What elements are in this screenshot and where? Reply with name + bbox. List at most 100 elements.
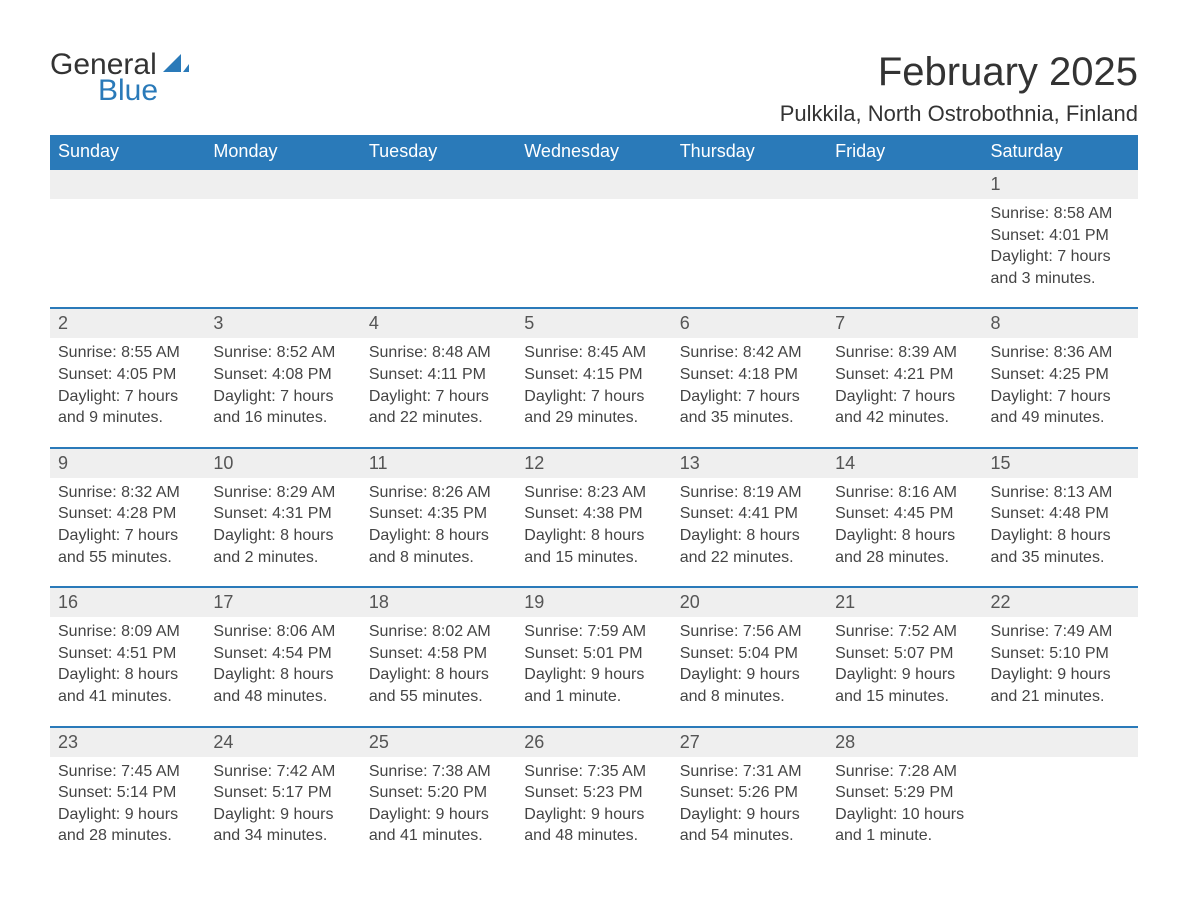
daylight-text: Daylight: 8 hours and 22 minutes. [680, 525, 819, 568]
daylight-text: Daylight: 9 hours and 54 minutes. [680, 804, 819, 847]
day-body-row: Sunrise: 8:09 AMSunset: 4:51 PMDaylight:… [50, 617, 1138, 726]
day-detail-cell: Sunrise: 7:52 AMSunset: 5:07 PMDaylight:… [827, 617, 982, 726]
calendar-page: General Blue February 2025 Pulkkila, Nor… [0, 0, 1188, 905]
day-detail-cell: Sunrise: 7:59 AMSunset: 5:01 PMDaylight:… [516, 617, 671, 726]
sunrise-text: Sunrise: 8:29 AM [213, 482, 352, 504]
daylight-text: Daylight: 7 hours and 9 minutes. [58, 386, 197, 429]
day-detail-cell: Sunrise: 7:45 AMSunset: 5:14 PMDaylight:… [50, 757, 205, 865]
sunset-text: Sunset: 4:35 PM [369, 503, 508, 525]
sunset-text: Sunset: 4:58 PM [369, 643, 508, 665]
day-detail-cell: Sunrise: 7:31 AMSunset: 5:26 PMDaylight:… [672, 757, 827, 865]
day-number-cell: 1 [983, 169, 1138, 199]
daylight-text: Daylight: 8 hours and 28 minutes. [835, 525, 974, 568]
sunrise-text: Sunrise: 8:26 AM [369, 482, 508, 504]
day-number-cell: 11 [361, 448, 516, 478]
day-detail-cell: Sunrise: 8:23 AMSunset: 4:38 PMDaylight:… [516, 478, 671, 587]
sunrise-text: Sunrise: 7:38 AM [369, 761, 508, 783]
day-number-cell: 4 [361, 308, 516, 338]
sunset-text: Sunset: 5:20 PM [369, 782, 508, 804]
weekday-header: Friday [827, 135, 982, 169]
day-number-cell: 13 [672, 448, 827, 478]
sunrise-text: Sunrise: 7:56 AM [680, 621, 819, 643]
sunset-text: Sunset: 5:07 PM [835, 643, 974, 665]
day-number-cell: 10 [205, 448, 360, 478]
day-number-cell: 12 [516, 448, 671, 478]
sunset-text: Sunset: 4:05 PM [58, 364, 197, 386]
sunrise-text: Sunrise: 8:48 AM [369, 342, 508, 364]
day-body-row: Sunrise: 7:45 AMSunset: 5:14 PMDaylight:… [50, 757, 1138, 865]
day-detail-cell: Sunrise: 8:42 AMSunset: 4:18 PMDaylight:… [672, 338, 827, 447]
day-number-row: 2345678 [50, 308, 1138, 338]
day-number-cell: 15 [983, 448, 1138, 478]
day-detail-cell: Sunrise: 8:29 AMSunset: 4:31 PMDaylight:… [205, 478, 360, 587]
day-body-row: Sunrise: 8:58 AMSunset: 4:01 PMDaylight:… [50, 199, 1138, 308]
sunrise-text: Sunrise: 8:09 AM [58, 621, 197, 643]
day-detail-cell: Sunrise: 8:52 AMSunset: 4:08 PMDaylight:… [205, 338, 360, 447]
sunset-text: Sunset: 5:14 PM [58, 782, 197, 804]
sunset-text: Sunset: 4:21 PM [835, 364, 974, 386]
sunset-text: Sunset: 4:51 PM [58, 643, 197, 665]
sunrise-text: Sunrise: 8:06 AM [213, 621, 352, 643]
day-number-cell [672, 169, 827, 199]
sunset-text: Sunset: 5:26 PM [680, 782, 819, 804]
daylight-text: Daylight: 8 hours and 55 minutes. [369, 664, 508, 707]
daylight-text: Daylight: 9 hours and 28 minutes. [58, 804, 197, 847]
day-detail-cell: Sunrise: 8:48 AMSunset: 4:11 PMDaylight:… [361, 338, 516, 447]
day-number-cell: 23 [50, 727, 205, 757]
day-number-cell: 19 [516, 587, 671, 617]
sunset-text: Sunset: 5:23 PM [524, 782, 663, 804]
day-detail-cell: Sunrise: 8:26 AMSunset: 4:35 PMDaylight:… [361, 478, 516, 587]
day-detail-cell: Sunrise: 7:42 AMSunset: 5:17 PMDaylight:… [205, 757, 360, 865]
day-number-cell: 22 [983, 587, 1138, 617]
sunset-text: Sunset: 4:54 PM [213, 643, 352, 665]
daylight-text: Daylight: 8 hours and 35 minutes. [991, 525, 1130, 568]
day-detail-cell: Sunrise: 8:45 AMSunset: 4:15 PMDaylight:… [516, 338, 671, 447]
day-detail-cell: Sunrise: 8:32 AMSunset: 4:28 PMDaylight:… [50, 478, 205, 587]
day-number-cell: 28 [827, 727, 982, 757]
day-number-cell: 7 [827, 308, 982, 338]
weekday-header-row: Sunday Monday Tuesday Wednesday Thursday… [50, 135, 1138, 169]
sunrise-text: Sunrise: 8:42 AM [680, 342, 819, 364]
day-detail-cell: Sunrise: 8:58 AMSunset: 4:01 PMDaylight:… [983, 199, 1138, 308]
day-detail-cell: Sunrise: 8:39 AMSunset: 4:21 PMDaylight:… [827, 338, 982, 447]
sunset-text: Sunset: 4:31 PM [213, 503, 352, 525]
day-number-row: 1 [50, 169, 1138, 199]
day-number-cell: 20 [672, 587, 827, 617]
daylight-text: Daylight: 7 hours and 42 minutes. [835, 386, 974, 429]
sunrise-text: Sunrise: 8:23 AM [524, 482, 663, 504]
day-detail-cell [205, 199, 360, 308]
day-number-cell: 24 [205, 727, 360, 757]
day-number-cell: 3 [205, 308, 360, 338]
sunset-text: Sunset: 4:08 PM [213, 364, 352, 386]
sunrise-text: Sunrise: 7:59 AM [524, 621, 663, 643]
sunrise-text: Sunrise: 8:58 AM [991, 203, 1130, 225]
sunset-text: Sunset: 4:01 PM [991, 225, 1130, 247]
sunrise-text: Sunrise: 8:02 AM [369, 621, 508, 643]
weekday-header: Saturday [983, 135, 1138, 169]
weekday-header: Tuesday [361, 135, 516, 169]
weekday-header: Wednesday [516, 135, 671, 169]
day-detail-cell [361, 199, 516, 308]
day-number-cell [983, 727, 1138, 757]
sunset-text: Sunset: 5:17 PM [213, 782, 352, 804]
day-detail-cell [827, 199, 982, 308]
sunrise-text: Sunrise: 7:49 AM [991, 621, 1130, 643]
day-number-cell: 25 [361, 727, 516, 757]
daylight-text: Daylight: 8 hours and 8 minutes. [369, 525, 508, 568]
day-number-cell: 16 [50, 587, 205, 617]
weekday-header: Sunday [50, 135, 205, 169]
sunrise-text: Sunrise: 7:31 AM [680, 761, 819, 783]
calendar-table: Sunday Monday Tuesday Wednesday Thursday… [50, 135, 1138, 865]
day-number-cell [50, 169, 205, 199]
day-detail-cell [983, 757, 1138, 865]
calendar-body: 1 Sunrise: 8:58 AMSunset: 4:01 PMDayligh… [50, 169, 1138, 865]
day-detail-cell: Sunrise: 7:38 AMSunset: 5:20 PMDaylight:… [361, 757, 516, 865]
day-number-cell [516, 169, 671, 199]
day-number-cell: 17 [205, 587, 360, 617]
daylight-text: Daylight: 8 hours and 41 minutes. [58, 664, 197, 707]
daylight-text: Daylight: 7 hours and 49 minutes. [991, 386, 1130, 429]
day-detail-cell: Sunrise: 7:35 AMSunset: 5:23 PMDaylight:… [516, 757, 671, 865]
sunrise-text: Sunrise: 8:39 AM [835, 342, 974, 364]
sunset-text: Sunset: 4:45 PM [835, 503, 974, 525]
daylight-text: Daylight: 9 hours and 41 minutes. [369, 804, 508, 847]
